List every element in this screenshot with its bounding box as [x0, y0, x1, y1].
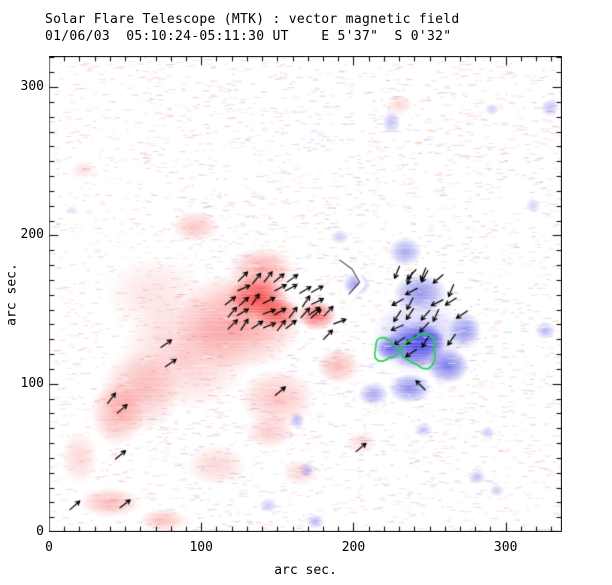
- x-tick-label: 200: [341, 540, 366, 555]
- y-tick-label: 100: [20, 375, 44, 391]
- y-tick-label: 0: [36, 524, 44, 539]
- x-axis-label: arc sec.: [274, 563, 337, 578]
- y-tick-label: 200: [20, 227, 44, 243]
- y-axis-label: arc sec.: [4, 263, 20, 326]
- magnetogram-canvas: [49, 56, 562, 532]
- x-tick-label: 100: [189, 540, 213, 555]
- x-tick-label: 300: [493, 540, 518, 555]
- x-tick-label: 0: [45, 540, 53, 555]
- page-title: Solar Flare Telescope (MTK) : vector mag…: [45, 12, 460, 27]
- y-tick-label: 300: [20, 79, 44, 95]
- observation-subtitle: 01/06/03 05:10:24-05:11:30 UT E 5'37" S …: [45, 29, 452, 44]
